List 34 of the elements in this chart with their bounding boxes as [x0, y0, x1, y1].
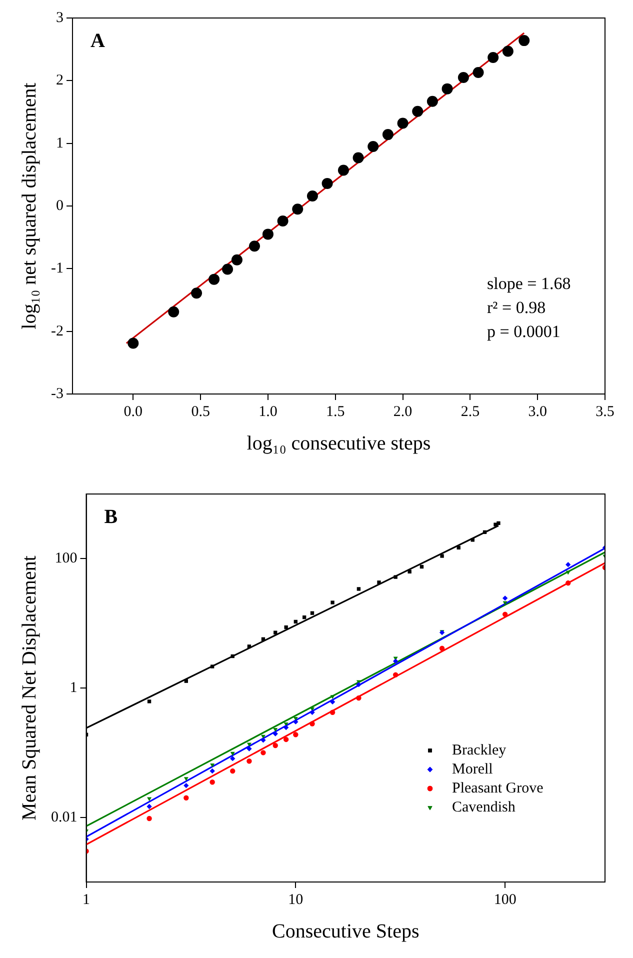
annotation: p = 0.0001: [487, 322, 560, 341]
y-axis-title: log₁₀ net squared displacement: [18, 82, 40, 330]
y-tick-label: 100: [54, 550, 78, 567]
x-axis-title: log₁₀ consecutive steps: [246, 432, 431, 454]
y-tick-label: 2: [56, 72, 64, 89]
x-tick-label: 1.0: [258, 404, 278, 420]
x-tick-label: 0.0: [124, 404, 143, 420]
legend-label: Pleasant Grove: [452, 780, 544, 796]
y-tick-label: 1: [70, 680, 78, 696]
x-tick-label: 3.5: [596, 404, 614, 420]
annotation: B: [104, 506, 118, 528]
x-tick-label: 3.0: [528, 404, 547, 420]
legend-label: Cavendish: [452, 799, 516, 816]
x-tick-label: 100: [494, 892, 516, 908]
y-tick-label: -2: [50, 323, 64, 340]
x-tick-label: 0.5: [191, 404, 210, 420]
x-axis-title: Consecutive Steps: [272, 920, 420, 942]
x-tick-label: 1.5: [326, 404, 345, 420]
y-tick-label: 1: [56, 135, 64, 152]
y-tick-label: 0: [56, 198, 64, 214]
y-tick-label: -1: [50, 260, 64, 277]
y-tick-label: -3: [50, 386, 64, 402]
y-axis-title: Mean Squared Net Displacement: [18, 555, 40, 820]
annotation: slope = 1.68: [487, 274, 571, 293]
x-tick-label: 10: [288, 892, 304, 908]
x-tick-label: 2.0: [393, 404, 412, 420]
x-tick-label: 2.5: [460, 404, 480, 420]
legend-label: Brackley: [452, 742, 507, 758]
x-tick-label: 1: [82, 892, 90, 908]
annotation: r² = 0.98: [487, 298, 546, 317]
annotation: A: [90, 30, 106, 52]
y-tick-label: 3: [56, 10, 64, 26]
legend-label: Morell: [452, 761, 493, 778]
y-tick-label: 0.01: [51, 809, 78, 826]
